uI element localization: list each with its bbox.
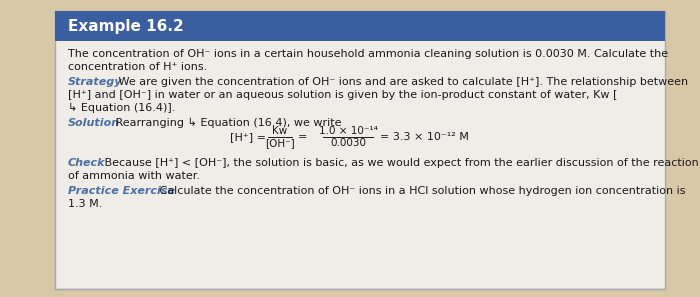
Text: Practice Exercise: Practice Exercise	[68, 186, 175, 196]
Text: [OH⁻]: [OH⁻]	[265, 138, 295, 148]
Text: concentration of H⁺ ions.: concentration of H⁺ ions.	[68, 62, 207, 72]
Text: = 3.3 × 10⁻¹² M: = 3.3 × 10⁻¹² M	[380, 132, 469, 142]
Text: We are given the concentration of OH⁻ ions and are asked to calculate [H⁺]. The : We are given the concentration of OH⁻ io…	[115, 77, 688, 87]
FancyBboxPatch shape	[55, 11, 665, 289]
Text: Check: Check	[68, 158, 106, 168]
Text: =: =	[298, 132, 307, 142]
Text: ↳ Equation (16.4)].: ↳ Equation (16.4)].	[68, 103, 176, 113]
Text: Strategy: Strategy	[68, 77, 122, 87]
Text: 0.0030: 0.0030	[330, 138, 366, 148]
Text: The concentration of OH⁻ ions in a certain household ammonia cleaning solution i: The concentration of OH⁻ ions in a certa…	[68, 49, 668, 59]
Text: [H⁺] =: [H⁺] =	[230, 132, 266, 142]
Text: Example 16.2: Example 16.2	[68, 18, 183, 34]
Text: Because [H⁺] < [OH⁻], the solution is basic, as we would expect from the earlier: Because [H⁺] < [OH⁻], the solution is ba…	[101, 158, 699, 168]
Text: 1.0 × 10⁻¹⁴: 1.0 × 10⁻¹⁴	[318, 127, 377, 137]
Text: [H⁺] and [OH⁻] in water or an aqueous solution is given by the ion-product const: [H⁺] and [OH⁻] in water or an aqueous so…	[68, 90, 617, 100]
Text: 1.3 M.: 1.3 M.	[68, 199, 102, 209]
Text: Rearranging ↳ Equation (16.4), we write: Rearranging ↳ Equation (16.4), we write	[112, 118, 342, 128]
Text: Calculate the concentration of OH⁻ ions in a HCl solution whose hydrogen ion con: Calculate the concentration of OH⁻ ions …	[156, 186, 685, 196]
Text: of ammonia with water.: of ammonia with water.	[68, 171, 200, 181]
Text: Kᴡ: Kᴡ	[272, 127, 288, 137]
FancyBboxPatch shape	[55, 11, 665, 41]
Text: Solution: Solution	[68, 118, 120, 128]
